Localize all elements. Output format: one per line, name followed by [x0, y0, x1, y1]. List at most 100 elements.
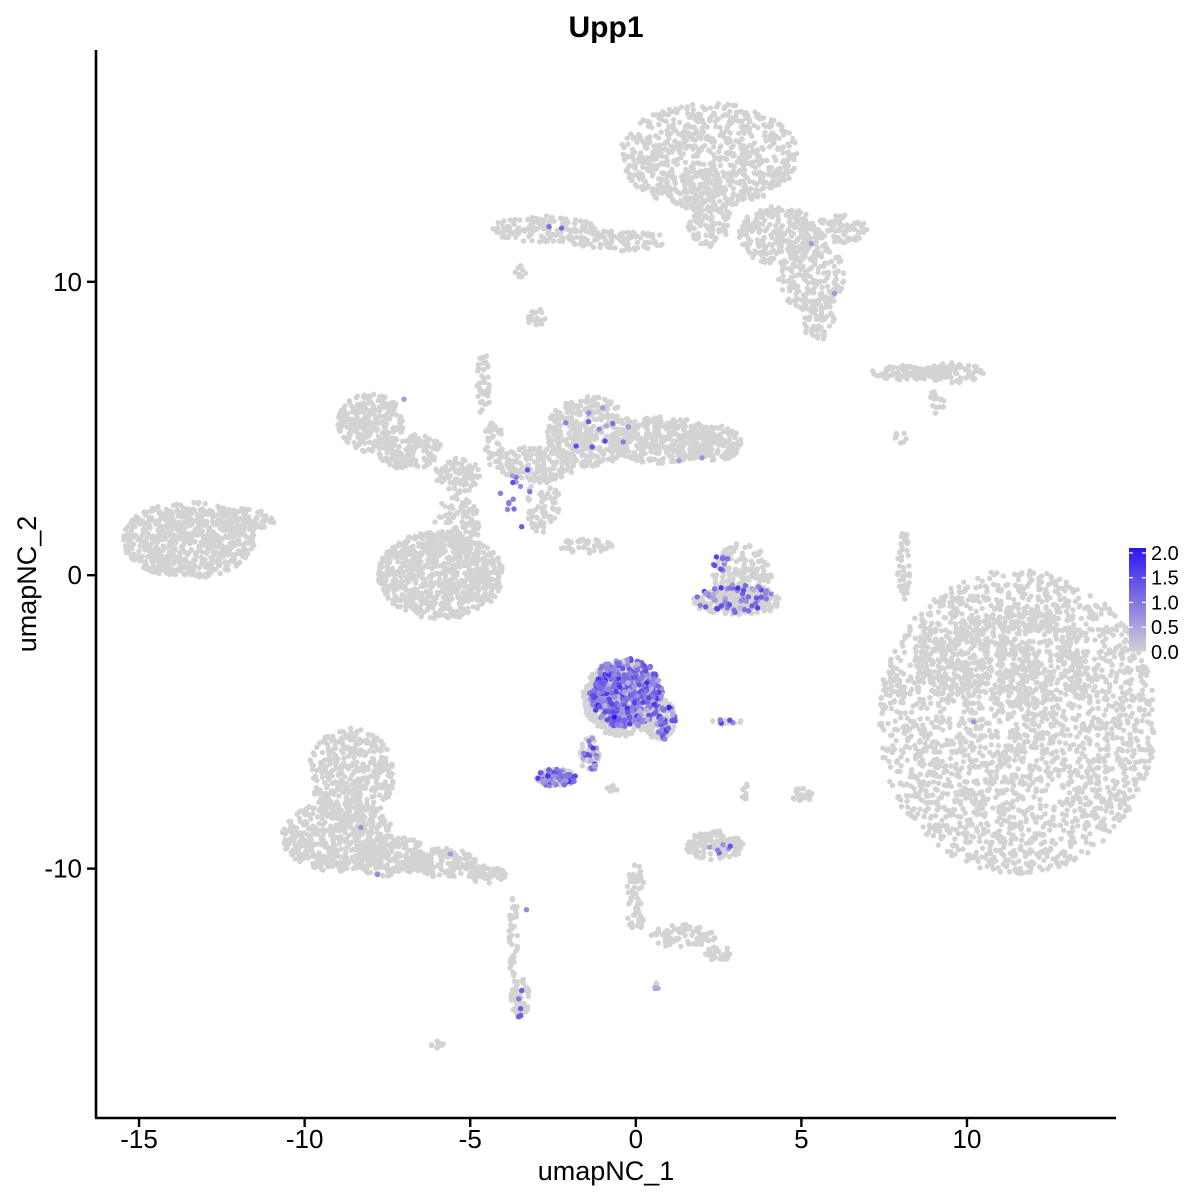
data-point [1015, 766, 1021, 772]
data-point [1048, 723, 1055, 729]
data-point [749, 228, 755, 235]
data-point [666, 123, 672, 130]
data-point [1060, 760, 1067, 766]
data-point [1086, 801, 1092, 807]
data-point [880, 677, 886, 683]
data-point [994, 729, 1000, 736]
data-point [927, 825, 933, 832]
data-point [1095, 699, 1101, 705]
data-point [886, 758, 892, 765]
data-point [670, 198, 676, 204]
data-point [914, 775, 920, 781]
data-point [1059, 673, 1065, 679]
data-point [1003, 787, 1010, 793]
data-point [967, 605, 974, 612]
data-point [1052, 755, 1058, 762]
data-point [915, 687, 921, 693]
data-point [1133, 777, 1139, 784]
data-point [1145, 735, 1151, 741]
data-point [937, 774, 943, 780]
data-point [713, 235, 719, 241]
data-point [984, 680, 991, 686]
data-point [532, 227, 538, 233]
data-point [1070, 607, 1076, 613]
data-point [764, 157, 770, 164]
data-point [946, 629, 952, 636]
data-point [542, 238, 549, 245]
data-point [1119, 735, 1125, 742]
data-point [948, 783, 955, 790]
data-point [1010, 804, 1016, 810]
data-point [775, 168, 782, 174]
data-point [1043, 803, 1049, 809]
data-point [1040, 849, 1046, 856]
data-point [1116, 817, 1123, 824]
data-point [1021, 740, 1028, 746]
data-point [815, 269, 821, 276]
data-point [1101, 712, 1107, 718]
data-point [1069, 819, 1076, 825]
data-point [1045, 581, 1052, 588]
data-point [129, 545, 135, 551]
data-point [981, 618, 987, 624]
data-point [701, 213, 707, 219]
data-point [932, 688, 938, 695]
data-point [1094, 742, 1101, 748]
data-point [1086, 694, 1093, 700]
data-point [762, 133, 768, 139]
data-point [813, 298, 819, 304]
data-point [978, 821, 984, 827]
data-point [809, 326, 815, 332]
data-point [947, 724, 953, 731]
data-point [1021, 684, 1027, 690]
data-point [821, 278, 828, 284]
data-point [1011, 782, 1017, 789]
data-point [621, 145, 627, 151]
data-point [1031, 670, 1037, 676]
data-point [1106, 688, 1112, 695]
data-point [779, 287, 786, 293]
data-point [776, 238, 782, 244]
data-point [995, 742, 1001, 749]
data-point [976, 694, 982, 700]
data-point [1071, 674, 1077, 680]
data-point [1011, 710, 1017, 716]
data-point [1128, 658, 1134, 664]
data-point [1006, 869, 1013, 875]
data-point [758, 252, 764, 258]
data-point [815, 228, 821, 234]
data-point [1007, 734, 1013, 741]
data-point [992, 684, 999, 691]
data-point [962, 810, 968, 816]
data-point [930, 833, 936, 839]
data-point [815, 245, 821, 251]
data-point [981, 762, 987, 768]
data-point [689, 102, 696, 108]
data-point [851, 226, 858, 232]
data-point [935, 724, 941, 730]
data-point [754, 211, 760, 217]
data-point [689, 188, 696, 195]
data-point [606, 244, 613, 251]
data-point [1053, 766, 1059, 773]
data-point [1039, 719, 1045, 725]
data-point [982, 583, 989, 589]
data-point [1059, 859, 1065, 866]
data-point [926, 770, 932, 776]
data-point [741, 167, 748, 173]
data-point [972, 654, 978, 660]
data-point [860, 229, 867, 235]
data-point [1109, 703, 1116, 710]
data-point [738, 108, 744, 115]
data-point [1078, 615, 1085, 621]
data-point [1058, 731, 1065, 737]
data-point [892, 718, 898, 724]
data-point [904, 798, 910, 805]
data-point [963, 839, 969, 845]
data-point [996, 808, 1002, 814]
data-point [1075, 786, 1081, 792]
data-point [976, 790, 983, 796]
data-point [754, 158, 760, 164]
data-point [694, 118, 701, 125]
data-point [1106, 789, 1113, 795]
